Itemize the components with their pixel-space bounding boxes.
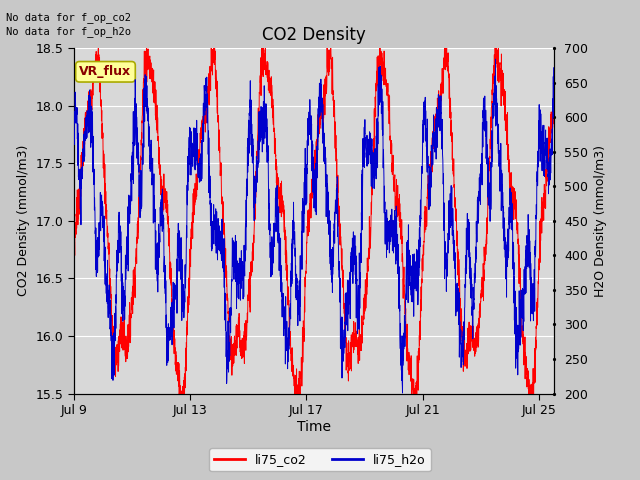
Text: VR_flux: VR_flux <box>79 65 132 78</box>
Y-axis label: CO2 Density (mmol/m3): CO2 Density (mmol/m3) <box>17 145 29 297</box>
Y-axis label: H2O Density (mmol/m3): H2O Density (mmol/m3) <box>593 145 607 297</box>
Text: No data for f_op_co2: No data for f_op_co2 <box>6 12 131 23</box>
X-axis label: Time: Time <box>296 420 331 434</box>
Text: No data for f_op_h2o: No data for f_op_h2o <box>6 26 131 37</box>
Title: CO2 Density: CO2 Density <box>262 25 365 44</box>
Legend: li75_co2, li75_h2o: li75_co2, li75_h2o <box>209 448 431 471</box>
